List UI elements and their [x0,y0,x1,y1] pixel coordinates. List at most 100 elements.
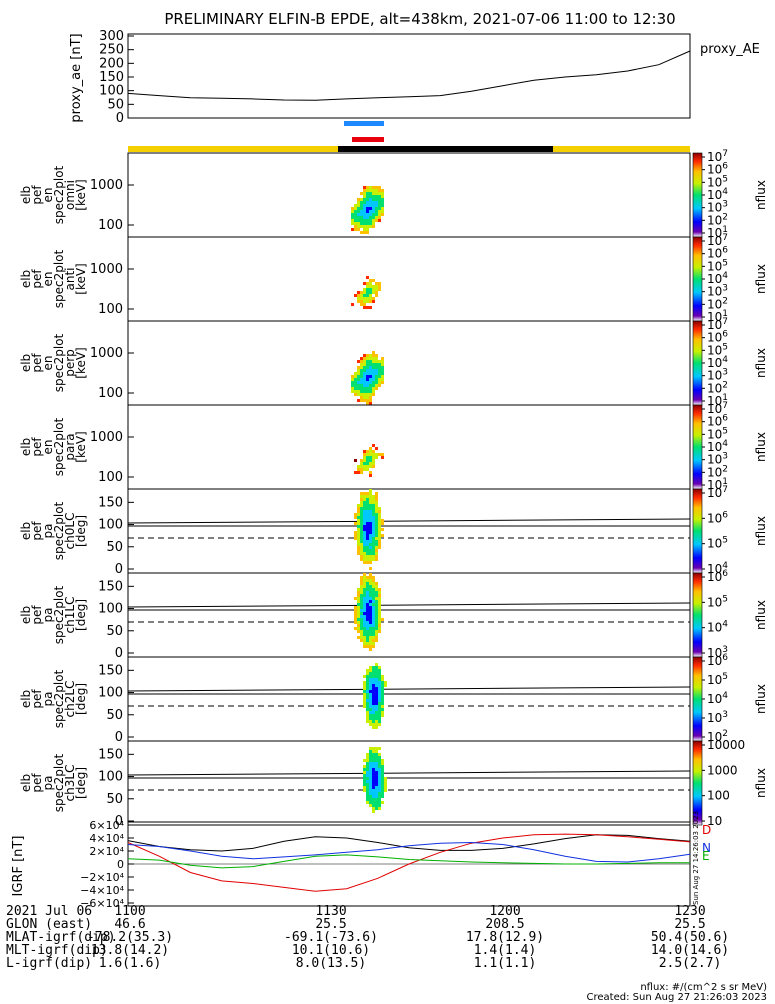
spectrogram-cell [354,219,357,222]
spectrogram-cell [372,381,375,384]
spectrogram-cell [366,543,369,546]
spectrogram-cell [375,759,378,762]
spectrogram-cell [372,519,375,522]
spectrogram-cell [372,597,375,600]
spectrogram-cell [360,357,363,360]
spectrogram-cell [363,492,366,495]
spectrogram-cell [366,216,369,219]
spectrogram-cell [366,357,369,360]
spectrogram-cell [378,795,381,798]
spectrogram-cell [372,591,375,594]
spectrogram-cell [369,381,372,384]
spectrogram-cell [375,495,378,498]
spectrogram-cell [381,771,384,774]
spectrogram-cell [375,663,378,666]
spectrogram-cell [375,672,378,675]
spectrogram-cell [366,396,369,399]
spectrogram-cell [381,759,384,762]
spectrogram-cell [372,687,375,690]
spectrogram-cell [375,795,378,798]
spectrogram-cell [375,210,378,213]
spectrogram-cell [357,375,360,378]
spectrogram-cell [363,300,366,303]
spectrogram-cell [375,669,378,672]
spectrogram-cell [360,504,363,507]
spectrogram-cell [375,750,378,753]
spectrogram-cell [375,534,378,537]
igrf-ytick-label: −6×10⁴ [80,897,124,910]
spectrogram-cell [369,585,372,588]
spectrogram-cell [378,453,381,456]
spectrogram-cell [378,531,381,534]
igrf-d-line [127,833,691,892]
spectrogram-cell [372,213,375,216]
spectrogram-cell [357,378,360,381]
spectrogram-cell [366,498,369,501]
spectrogram-cell [369,471,372,474]
spectrogram-cell [369,546,372,549]
spectrogram-cell [366,768,369,771]
spectrogram-cell [363,357,366,360]
spectrogram-cell [363,534,366,537]
spectrogram-cell [363,603,366,606]
spectrogram-cell [375,552,378,555]
spectrogram-cell [366,513,369,516]
spectrogram-cell [354,222,357,225]
spectrogram-cell [366,606,369,609]
spectrogram-cell [366,453,369,456]
spectrogram-cell [369,306,372,309]
spectrogram-cell [369,798,372,801]
spectrogram-cell [366,372,369,375]
spectrogram-cell [372,300,375,303]
panel-ylabel-line: ch3LC [63,765,77,802]
spectrogram-cell [354,612,357,615]
spectrogram-cell [360,621,363,624]
spectrogram-cell [378,615,381,618]
spectrogram-cell [357,300,360,303]
spectrogram-cell [360,588,363,591]
spectrogram-cell [378,507,381,510]
spectrogram-cell [372,636,375,639]
spectrogram-cell [375,582,378,585]
spectrogram-cell [378,369,381,372]
spectrogram-cell [375,519,378,522]
colorbar [692,236,703,322]
spectrogram-cell [360,198,363,201]
spectrogram-cell [357,597,360,600]
spectrogram-cell [378,546,381,549]
spectrogram-cell [372,546,375,549]
spectrogram-cell [363,192,366,195]
spectrogram-cell [369,393,372,396]
spectrogram-cell [378,198,381,201]
spectrogram-cell [366,516,369,519]
spectrogram-cell [372,390,375,393]
panel-ytick-label: 1000 [90,262,123,277]
spectrogram-cell [369,699,372,702]
footer-value: 46.6 [114,917,146,932]
spectrogram-cell [363,600,366,603]
spectrogram-cell [369,195,372,198]
spectrogram-cell [381,681,384,684]
spectrogram-cell [372,639,375,642]
spectrogram-cell [372,522,375,525]
spectrogram-cell [375,624,378,627]
spectrogram-cell [363,231,366,234]
colorbar [692,656,703,742]
spectrogram-cell [378,600,381,603]
spectrogram-cell [372,780,375,783]
spectrogram-cell [372,675,375,678]
spectrogram-cell [366,360,369,363]
igrf-timestamp: Sun Aug 27 14:26:03 2023 [692,811,700,905]
spectrogram-cell [369,291,372,294]
spectrogram-cell [366,798,369,801]
spectrogram-cell [366,387,369,390]
spectrogram-cell [378,201,381,204]
spectrogram-cell [351,378,354,381]
spectrogram-cell [369,771,372,774]
spectrogram-cell [381,792,384,795]
spectrogram-cell [363,453,366,456]
spectrogram-cell [375,198,378,201]
spectrogram-cell [369,294,372,297]
